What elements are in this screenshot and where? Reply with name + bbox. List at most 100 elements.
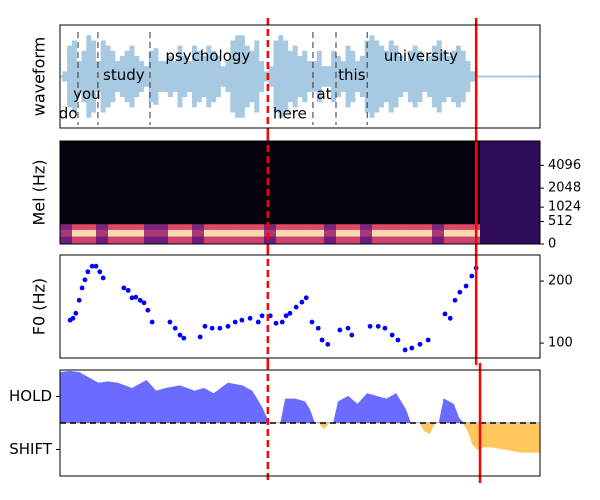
heatmap-cell <box>264 236 277 244</box>
word-label: this <box>338 66 366 84</box>
heatmap-cell <box>408 223 421 230</box>
heatmap-cell <box>252 229 265 237</box>
f0-point <box>447 315 453 321</box>
f0-point <box>349 332 355 338</box>
heatmap-cell <box>408 236 421 244</box>
f0-point <box>76 297 82 303</box>
heatmap-cell <box>276 223 289 230</box>
heatmap-cell <box>192 223 205 230</box>
heatmap-cell <box>324 141 337 225</box>
heatmap-cell <box>204 223 217 230</box>
heatmap-cell <box>504 223 517 230</box>
heatmap-cell <box>456 223 469 230</box>
plot-area <box>60 370 540 453</box>
heatmap-cell <box>480 229 493 237</box>
heatmap-cell <box>432 236 445 244</box>
heatmap-cell <box>324 223 337 230</box>
heatmap-cell <box>144 223 157 230</box>
f0-point <box>389 332 395 338</box>
f0-point <box>293 304 299 310</box>
f0-point <box>145 307 151 313</box>
word-label: at <box>316 85 331 103</box>
heatmap-cell <box>252 236 265 244</box>
heatmap-cell <box>156 236 169 244</box>
heatmap-cell <box>72 229 85 237</box>
f0-point <box>100 275 106 281</box>
heatmap-cell <box>276 229 289 237</box>
heatmap-cell <box>192 141 205 225</box>
word-label: you <box>73 85 101 103</box>
heatmap-cell <box>480 141 493 225</box>
f0-point <box>395 337 401 343</box>
heatmap-cell <box>108 229 121 237</box>
heatmap-cell <box>180 223 193 230</box>
y-tick-label: 4096 <box>548 158 581 173</box>
heatmap-cell <box>336 236 349 244</box>
heatmap-cell <box>492 236 505 244</box>
f0-point <box>181 335 187 341</box>
heatmap-cell <box>360 141 373 225</box>
f0-point <box>141 300 147 306</box>
y-axis-label: waveform <box>30 37 49 117</box>
f0-point <box>149 319 155 325</box>
f0-point <box>133 294 139 300</box>
heatmap-cell <box>468 223 481 230</box>
f0-point <box>93 263 99 269</box>
heatmap-cell <box>480 236 493 244</box>
f0-point <box>197 334 203 340</box>
f0-point <box>382 325 388 331</box>
heatmap-cell <box>204 141 217 225</box>
heatmap-cell <box>480 223 493 230</box>
heatmap-cell <box>372 141 385 225</box>
heatmap-cell <box>384 229 397 237</box>
heatmap-cell <box>144 229 157 237</box>
heatmap-cell <box>192 236 205 244</box>
heatmap-cell <box>444 141 457 225</box>
heatmap-cell <box>528 223 540 230</box>
heatmap-cell <box>444 229 457 237</box>
heatmap-cell <box>264 229 277 237</box>
heatmap-cell <box>192 229 205 237</box>
heatmap-cell <box>120 141 133 225</box>
heatmap-cell <box>168 229 181 237</box>
heatmap-cell <box>228 141 241 225</box>
heatmap-cell <box>372 229 385 237</box>
heatmap-cell <box>420 236 433 244</box>
heatmap-cell <box>180 236 193 244</box>
heatmap-cell <box>240 229 253 237</box>
y-tick-label: 2048 <box>548 181 581 196</box>
word-label: university <box>384 47 458 65</box>
heatmap-cell <box>72 223 85 230</box>
heatmap-cell <box>312 223 325 230</box>
panel-frame <box>59 254 541 359</box>
heatmap-cell <box>468 229 481 237</box>
f0-point <box>457 289 463 295</box>
heatmap-cell <box>300 223 313 230</box>
heatmap-cell <box>504 229 517 237</box>
heatmap-cell <box>180 229 193 237</box>
y-axis-label: Mel (Hz) <box>30 159 49 225</box>
heatmap-cell <box>156 141 169 225</box>
f0-point <box>79 285 85 291</box>
f0-point <box>129 295 135 301</box>
heatmap-cell <box>288 229 301 237</box>
heatmap-cell <box>456 229 469 237</box>
heatmap-cell <box>468 236 481 244</box>
heatmap-cell <box>348 229 361 237</box>
y-tick-label: SHIFT <box>9 440 53 458</box>
f0-point <box>452 297 458 303</box>
f0-point <box>73 310 79 316</box>
heatmap-cell <box>528 141 540 225</box>
f0-point <box>425 337 431 343</box>
heatmap-cell <box>108 141 121 225</box>
f0-point <box>303 295 309 301</box>
f0-point <box>417 341 423 347</box>
f0-point <box>273 320 279 326</box>
heatmap-cell <box>252 141 265 225</box>
heatmap-cell <box>96 223 109 230</box>
heatmap-cell <box>216 236 229 244</box>
heatmap-cell <box>216 141 229 225</box>
